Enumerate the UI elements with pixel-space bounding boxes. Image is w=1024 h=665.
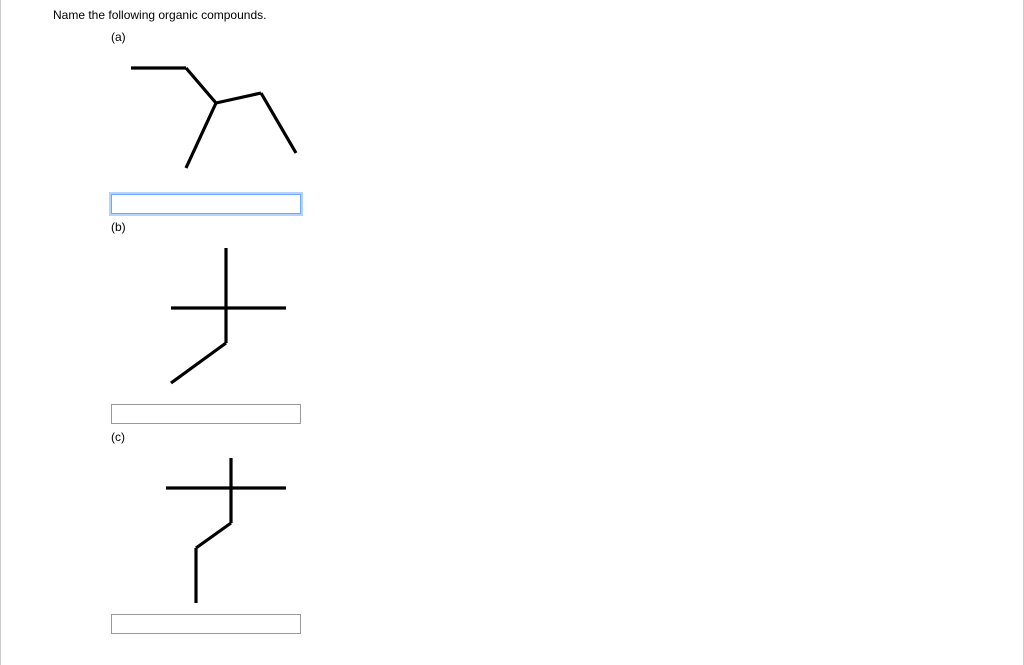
structure-diagram-b [111, 238, 1023, 398]
answer-input-c[interactable] [111, 614, 301, 634]
answer-input-a[interactable] [111, 194, 301, 214]
bond-line [261, 93, 296, 153]
bond-line [171, 343, 226, 383]
molecule-svg-a [111, 48, 311, 188]
part-label-c: (c) [111, 430, 1023, 444]
question-content: Name the following organic compounds. (a… [1, 0, 1023, 634]
molecule-svg-b [111, 238, 311, 398]
structure-diagram-a [111, 48, 1023, 188]
answer-input-b[interactable] [111, 404, 301, 424]
question-page: Name the following organic compounds. (a… [0, 0, 1024, 665]
molecule-svg-c [111, 448, 311, 608]
structure-diagram-c [111, 448, 1023, 608]
question-instruction: Name the following organic compounds. [53, 8, 1023, 22]
bond-line [196, 523, 231, 548]
part-label-a: (a) [111, 30, 1023, 44]
bond-line [216, 93, 261, 103]
part-label-b: (b) [111, 220, 1023, 234]
bond-line [186, 103, 216, 168]
bond-line [186, 68, 216, 103]
